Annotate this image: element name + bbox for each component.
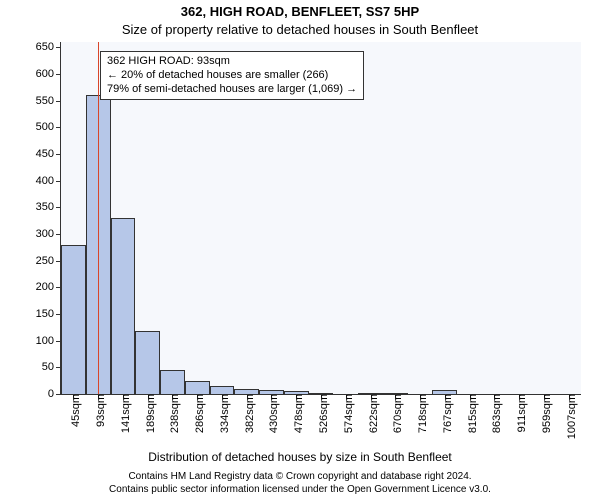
x-tick-label: 189sqm	[139, 394, 157, 433]
x-tick-label: 334sqm	[213, 394, 231, 433]
page-subtitle: Size of property relative to detached ho…	[0, 22, 600, 37]
x-tick-label: 286sqm	[188, 394, 206, 433]
y-tick-label: 300	[36, 228, 61, 240]
x-tick-label: 93sqm	[89, 394, 107, 427]
y-tick-label: 100	[36, 335, 61, 347]
footer-line-2: Contains public sector information licen…	[0, 483, 600, 496]
y-tick-label: 350	[36, 201, 61, 213]
bar	[160, 370, 185, 394]
y-tick-label: 50	[42, 361, 61, 373]
y-tick-label: 600	[36, 68, 61, 80]
x-tick-label: 526sqm	[312, 394, 330, 433]
x-axis-label: Distribution of detached houses by size …	[0, 450, 600, 464]
annotation-box: 362 HIGH ROAD: 93sqm← 20% of detached ho…	[100, 51, 364, 100]
x-tick-label: 430sqm	[262, 394, 280, 433]
bar	[135, 331, 160, 394]
y-tick-label: 0	[48, 388, 61, 400]
bar	[61, 245, 86, 394]
x-tick-label: 863sqm	[485, 394, 503, 433]
x-tick-label: 574sqm	[337, 394, 355, 433]
y-tick-label: 450	[36, 148, 61, 160]
y-tick-label: 400	[36, 175, 61, 187]
y-tick-label: 550	[36, 95, 61, 107]
x-tick-label: 382sqm	[238, 394, 256, 433]
x-tick-label: 911sqm	[510, 394, 528, 432]
y-tick-label: 650	[36, 41, 61, 53]
footer-attribution: Contains HM Land Registry data © Crown c…	[0, 470, 600, 496]
y-tick-label: 200	[36, 281, 61, 293]
x-tick-label: 815sqm	[461, 394, 479, 433]
y-tick-label: 250	[36, 255, 61, 267]
x-tick-label: 238sqm	[163, 394, 181, 433]
annotation-line: 362 HIGH ROAD: 93sqm	[107, 55, 357, 69]
x-tick-label: 718sqm	[411, 394, 429, 433]
x-tick-label: 141sqm	[114, 394, 132, 433]
bar	[185, 381, 210, 394]
footer-line-1: Contains HM Land Registry data © Crown c…	[0, 470, 600, 483]
x-tick-label: 959sqm	[535, 394, 553, 433]
annotation-line: ← 20% of detached houses are smaller (26…	[107, 69, 357, 83]
x-tick-label: 670sqm	[386, 394, 404, 433]
y-tick-label: 150	[36, 308, 61, 320]
x-tick-label: 478sqm	[287, 394, 305, 433]
reference-line	[98, 42, 99, 394]
x-tick-label: 767sqm	[436, 394, 454, 433]
bar	[111, 218, 136, 394]
x-tick-label: 622sqm	[362, 394, 380, 433]
page-title-address: 362, HIGH ROAD, BENFLEET, SS7 5HP	[0, 4, 600, 19]
x-tick-label: 45sqm	[64, 394, 82, 427]
x-tick-label: 1007sqm	[560, 394, 578, 439]
chart-plot-area: 0501001502002503003504004505005506006504…	[60, 42, 581, 395]
bar	[210, 386, 235, 394]
y-tick-label: 500	[36, 121, 61, 133]
annotation-line: 79% of semi-detached houses are larger (…	[107, 83, 357, 97]
